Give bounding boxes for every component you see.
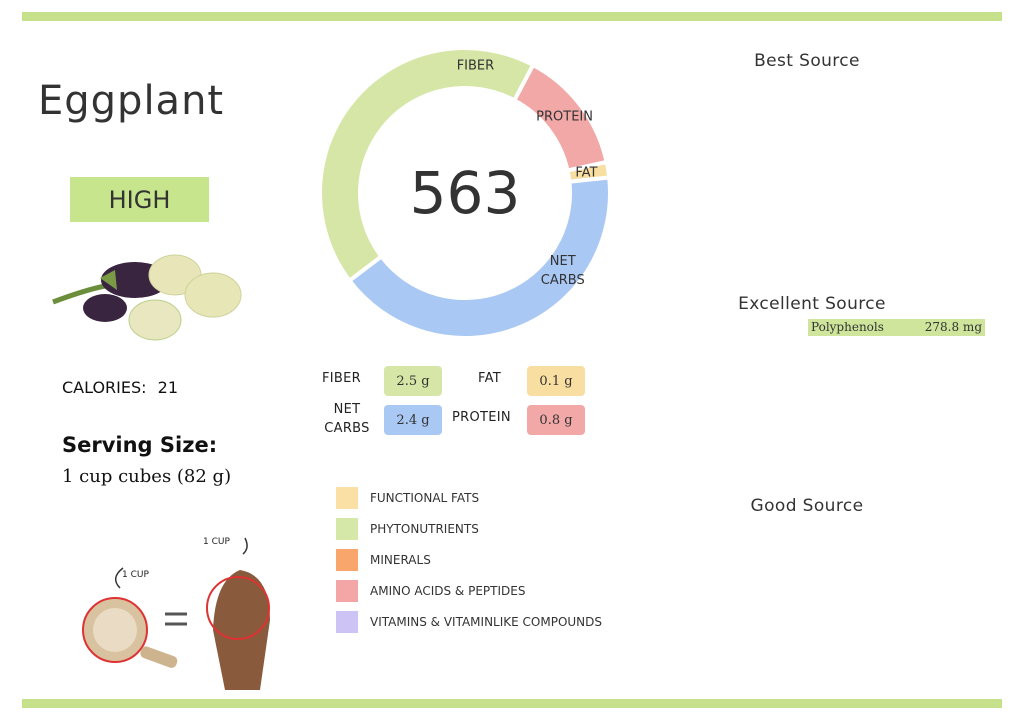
top-bar	[22, 12, 1002, 21]
legend-label: FUNCTIONAL FATS	[370, 491, 480, 505]
donut-label: FIBER	[456, 58, 495, 74]
macro-value: 0.8 g	[527, 405, 585, 435]
legend-swatch	[336, 549, 358, 571]
eggplant-image	[52, 254, 242, 341]
legend-swatch	[336, 518, 358, 540]
fist-label: 1 CUP	[203, 537, 230, 547]
rating: HIGH	[70, 177, 209, 222]
calories-value: 21	[157, 378, 178, 397]
nutrient-amount: 278.8 mg	[924, 320, 982, 334]
donut-label: FAT	[575, 165, 598, 181]
center-label: 563	[410, 159, 521, 227]
excellent-source-title: Excellent Source	[738, 294, 886, 314]
bottom-bar	[22, 699, 1002, 708]
macro-label: PROTEIN	[452, 410, 511, 425]
macro-value: 0.1 g	[527, 366, 585, 396]
measure-image	[82, 537, 270, 690]
cup-label: 1 CUP	[122, 570, 149, 580]
legend-label: VITAMINS & VITAMINLIKE COMPOUNDS	[370, 615, 603, 629]
legend-swatch	[336, 580, 358, 602]
serving-label: Serving Size:	[62, 433, 218, 457]
macro-value: 2.5 g	[384, 366, 442, 396]
good-source-title: Good Source	[750, 496, 864, 516]
legend-label: PHYTONUTRIENTS	[370, 522, 479, 536]
legend-label: AMINO ACIDS & PEPTIDES	[370, 584, 526, 598]
serving-value: 1 cup cubes (82 g)	[62, 466, 232, 487]
legend-label: MINERALS	[370, 553, 431, 567]
macro-label: FAT	[478, 371, 502, 386]
donut-segment	[318, 46, 536, 284]
source-item: Polyphenols 278.8 mg	[808, 319, 985, 336]
macro-label: NET CARBS	[324, 402, 370, 436]
macro-value: 2.4 g	[384, 405, 442, 435]
legend-swatch	[336, 611, 358, 633]
calories-label: CALORIES:	[62, 378, 147, 397]
donut-label: PROTEIN	[536, 109, 593, 125]
donut-label: NET CARBS	[540, 253, 585, 288]
legend-swatch	[336, 487, 358, 509]
macro-label: FIBER	[322, 371, 361, 386]
best-source-title: Best Source	[754, 51, 860, 71]
title: Eggplant	[38, 78, 225, 124]
donut-segment	[346, 175, 612, 340]
nutrient-name: Polyphenols	[811, 320, 884, 334]
